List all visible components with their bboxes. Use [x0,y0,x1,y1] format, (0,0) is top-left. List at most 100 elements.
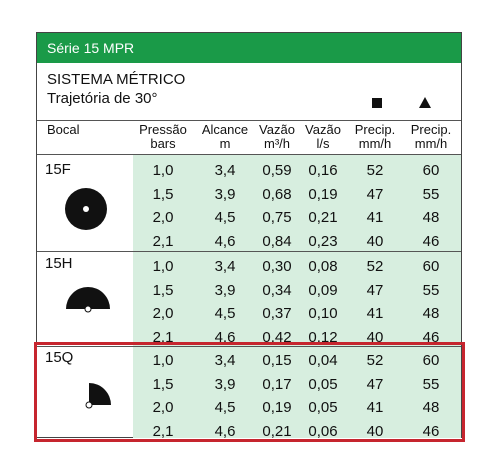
data-shading [133,347,461,438]
precip-square-cell: 40 [366,328,384,346]
pressure-cell: 2,1 [152,422,174,440]
nozzle-label: 15H [45,255,73,272]
flow-m3h-cell: 0,34 [262,281,292,299]
precip-square-cell: 40 [366,232,384,250]
precip-triangle-cell: 55 [422,375,440,393]
full-circle-nozzle-icon [65,188,107,230]
range-cell: 4,6 [214,328,236,346]
pressure-cell: 2,0 [152,305,174,322]
header-precip-triangle: Precip. mm/h [410,122,452,151]
precip-square-cell: 52 [366,352,384,369]
range-cell: 4,6 [214,422,236,440]
precip-triangle-cell: 60 [422,352,440,369]
header-pressao: Pressão bars [139,122,187,151]
precip-square-cell: 47 [366,375,384,393]
table-row: 2,0 4,5 0,75 0,21 41 48 [37,206,461,230]
header-bocal: Bocal [47,122,80,137]
pressure-cell: 2,0 [152,209,174,226]
quarter-circle-nozzle-icon [85,383,111,409]
precip-square-cell: 41 [366,399,384,416]
divider [37,120,461,121]
header-vazao-ls: Vazão l/s [305,122,341,151]
system-label: SISTEMA MÉTRICO [47,71,186,88]
table-row: 1,5 3,9 0,17 0,05 47 55 [37,373,461,397]
nozzle-label: 15F [45,161,71,178]
flow-m3h-cell: 0,17 [262,375,292,393]
precip-triangle-cell: 55 [422,281,440,299]
precip-triangle-cell: 48 [422,399,440,416]
divider [37,154,461,155]
range-cell: 4,5 [214,305,236,322]
divider [37,251,461,252]
precip-triangle-cell: 60 [422,162,440,179]
table-row: 1,0 3,4 0,30 0,08 52 60 [37,255,461,279]
precip-triangle-cell: 46 [422,232,440,250]
range-cell: 4,6 [214,232,236,250]
flow-m3h-cell: 0,68 [262,185,292,203]
pressure-cell: 2,1 [152,328,174,346]
flow-ls-cell: 0,08 [308,258,338,275]
precip-square-cell: 40 [366,422,384,440]
precip-triangle-cell: 46 [422,328,440,346]
table-row: 1,0 3,4 0,59 0,16 52 60 [37,159,461,183]
range-cell: 3,9 [214,185,236,203]
precip-square-cell: 47 [366,185,384,203]
precip-square-cell: 52 [366,162,384,179]
flow-m3h-cell: 0,75 [262,209,292,226]
flow-ls-cell: 0,05 [308,375,338,393]
range-cell: 3,4 [214,162,236,179]
flow-m3h-cell: 0,84 [262,232,292,250]
flow-m3h-cell: 0,19 [262,399,292,416]
flow-ls-cell: 0,16 [308,162,338,179]
pressure-cell: 1,0 [152,162,174,179]
nozzle-performance-table: Série 15 MPR SISTEMA MÉTRICO Trajetória … [36,32,462,440]
flow-ls-cell: 0,21 [308,209,338,226]
table-row: 2,1 4,6 0,42 0,12 40 46 [37,326,461,350]
range-cell: 3,9 [214,281,236,299]
flow-ls-cell: 0,23 [308,232,338,250]
flow-m3h-cell: 0,15 [262,352,292,369]
flow-m3h-cell: 0,30 [262,258,292,275]
flow-m3h-cell: 0,21 [262,422,292,440]
flow-ls-cell: 0,19 [308,185,338,203]
table-row: 1,5 3,9 0,34 0,09 47 55 [37,279,461,303]
square-spacing-icon [372,98,382,108]
header-vazao-m3h: Vazão m³/h [259,122,295,151]
flow-ls-cell: 0,05 [308,399,338,416]
table-row: 1,5 3,9 0,68 0,19 47 55 [37,183,461,207]
flow-ls-cell: 0,06 [308,422,338,440]
precip-square-cell: 47 [366,281,384,299]
precip-square-cell: 52 [366,258,384,275]
header-precip-square: Precip. mm/h [354,122,396,151]
divider [37,346,461,347]
flow-ls-cell: 0,04 [308,352,338,369]
series-title: Série 15 MPR [37,33,461,63]
precip-triangle-cell: 60 [422,258,440,275]
data-shading [133,252,461,346]
precip-square-cell: 41 [366,305,384,322]
flow-ls-cell: 0,12 [308,328,338,346]
pressure-cell: 1,0 [152,258,174,275]
pressure-cell: 2,1 [152,232,174,250]
half-circle-nozzle-icon [66,287,110,313]
flow-ls-cell: 0,10 [308,305,338,322]
range-cell: 4,5 [214,209,236,226]
range-cell: 3,9 [214,375,236,393]
flow-ls-cell: 0,09 [308,281,338,299]
range-cell: 3,4 [214,258,236,275]
pressure-cell: 1,0 [152,352,174,369]
system-heading: SISTEMA MÉTRICO Trajetória de 30° [47,70,185,108]
precip-triangle-cell: 48 [422,305,440,322]
data-shading [133,155,461,251]
trajectory-label: Trajetória de 30° [47,90,158,107]
range-cell: 3,4 [214,352,236,369]
pressure-cell: 2,0 [152,399,174,416]
precip-triangle-cell: 46 [422,422,440,440]
precip-triangle-cell: 55 [422,185,440,203]
triangle-spacing-icon [419,97,431,108]
flow-m3h-cell: 0,37 [262,305,292,322]
flow-m3h-cell: 0,59 [262,162,292,179]
pressure-cell: 1,5 [152,185,174,203]
table-row: 1,0 3,4 0,15 0,04 52 60 [37,349,461,373]
table-row: 2,0 4,5 0,19 0,05 41 48 [37,396,461,420]
